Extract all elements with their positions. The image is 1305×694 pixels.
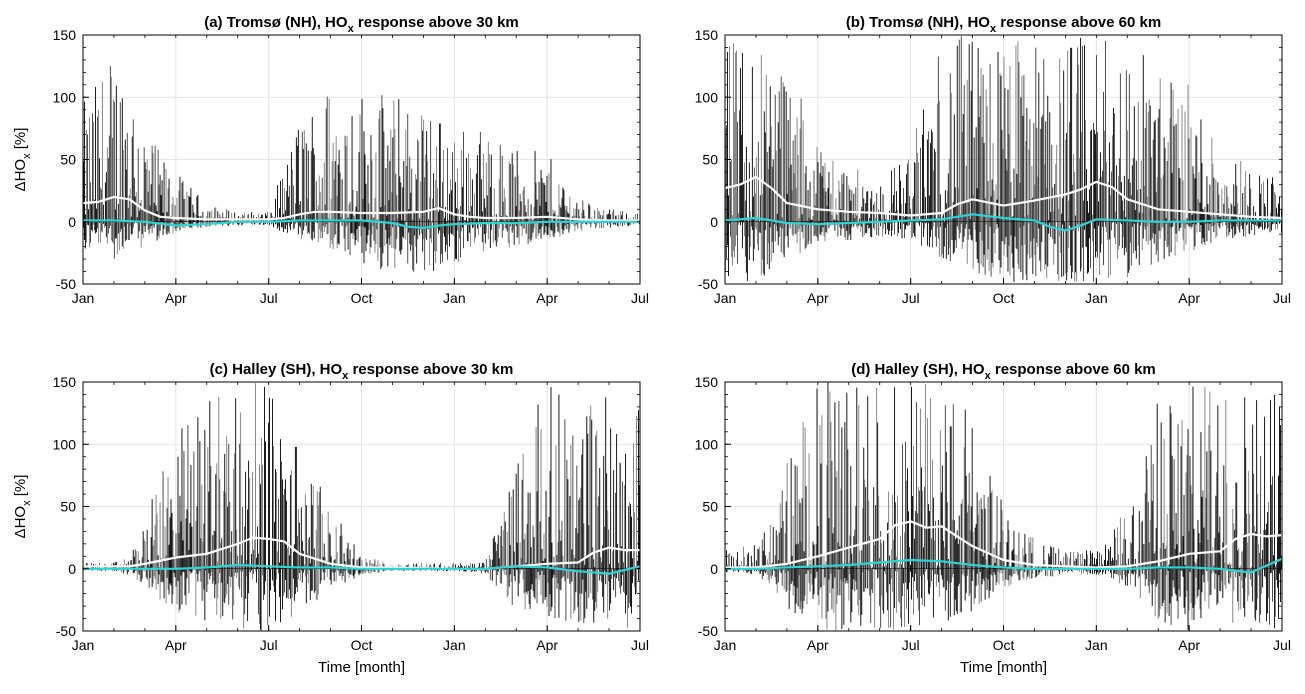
x-tick-label: Jan — [443, 637, 466, 653]
y-axis-label: ΔHOx [%] — [12, 128, 33, 192]
x-axis-label: Time [month] — [960, 659, 1047, 676]
y-tick-label: 150 — [53, 27, 77, 43]
x-tick-label: Jan — [443, 290, 466, 306]
y-tick-label: -50 — [56, 276, 76, 292]
x-tick-label: Apr — [1178, 290, 1200, 306]
x-tick-label: Apr — [1178, 637, 1200, 653]
y-tick-label: 0 — [710, 214, 718, 230]
panel-b: Jan Apr Jul Oct Jan Apr Jul -50 0 50 100 150 (b) Tro… — [695, 14, 1291, 306]
x-tick-label: Jul — [260, 637, 278, 653]
x-tick-label: Jul — [1273, 637, 1291, 653]
x-tick-label: Jan — [1085, 637, 1108, 653]
y-tick-label: 100 — [695, 436, 719, 452]
spike-bars — [725, 382, 1282, 631]
y-tick-label: 150 — [695, 374, 719, 390]
x-tick-label: Apr — [165, 290, 187, 306]
x-tick-label: Apr — [165, 637, 187, 653]
x-tick-label: Jul — [1273, 290, 1291, 306]
x-tick-label: Jul — [631, 637, 649, 653]
x-tick-label: Apr — [536, 290, 558, 306]
y-tick-label: -50 — [56, 623, 76, 639]
series-cyan-line — [83, 563, 640, 575]
y-tick-label: 100 — [53, 436, 77, 452]
panel-a: Jan Apr Jul Oct Jan Apr Jul -50 0 50 100 150 (a) Tro… — [12, 14, 649, 306]
x-tick-label: Apr — [807, 290, 829, 306]
panel-title: (a) Tromsø (NH), HOx response above 30 k… — [204, 14, 519, 35]
x-tick-label: Jan — [714, 290, 737, 306]
x-tick-label: Oct — [993, 290, 1015, 306]
panel-c: Jan Apr Jul Oct Jan Apr Jul -50 0 50 100 150 (c) Hal… — [12, 361, 649, 676]
y-tick-label: 150 — [695, 27, 719, 43]
panel-title: (b) Tromsø (NH), HOx response above 60 k… — [846, 14, 1161, 35]
y-tick-label: 100 — [53, 89, 77, 105]
x-tick-label: Jan — [72, 290, 95, 306]
series-white-line — [83, 536, 640, 570]
panel-title: (d) Halley (SH), HOx response above 60 k… — [851, 361, 1156, 382]
panel-title: (c) Halley (SH), HOx response above 30 k… — [210, 361, 514, 382]
y-tick-label: -50 — [698, 276, 718, 292]
y-tick-label: -50 — [698, 623, 718, 639]
x-tick-label: Oct — [993, 637, 1015, 653]
series-cyan-line — [83, 219, 640, 230]
x-tick-label: Apr — [807, 637, 829, 653]
x-axis-label: Time [month] — [318, 659, 405, 676]
y-tick-label: 50 — [60, 499, 76, 515]
x-tick-label: Apr — [536, 637, 558, 653]
y-tick-label: 0 — [68, 214, 76, 230]
y-tick-label: 100 — [695, 89, 719, 105]
x-tick-label: Jan — [72, 637, 95, 653]
y-tick-label: 50 — [702, 152, 718, 168]
y-tick-label: 150 — [53, 374, 77, 390]
x-tick-label: Jul — [902, 290, 920, 306]
x-tick-label: Jul — [902, 637, 920, 653]
series-cyan-line — [725, 213, 1282, 232]
y-axis-label: ΔHOx [%] — [12, 475, 33, 539]
panel-d: Jan Apr Jul Oct Jan Apr Jul -50 0 50 100 150 (d) Hal… — [695, 361, 1291, 676]
x-tick-label: Jul — [260, 290, 278, 306]
y-tick-label: 50 — [60, 152, 76, 168]
x-tick-label: Oct — [351, 637, 373, 653]
x-tick-label: Jul — [631, 290, 649, 306]
x-tick-label: Jan — [1085, 290, 1108, 306]
series-white-line — [725, 520, 1282, 569]
y-tick-label: 0 — [710, 561, 718, 577]
series-white-line — [83, 195, 640, 222]
x-tick-label: Jan — [714, 637, 737, 653]
y-tick-label: 50 — [702, 499, 718, 515]
y-tick-label: 0 — [68, 561, 76, 577]
series-cyan-line — [725, 557, 1282, 574]
series-white-line — [725, 175, 1282, 220]
x-tick-label: Oct — [351, 290, 373, 306]
